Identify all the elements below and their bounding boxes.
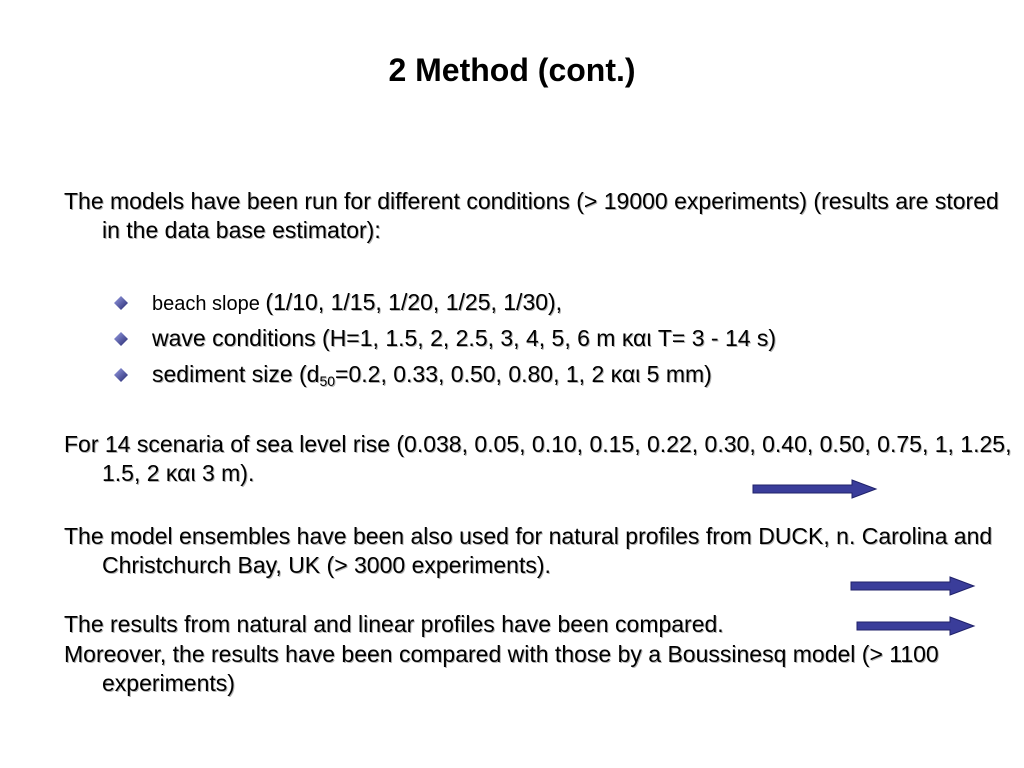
paragraph-natural-profiles: The model ensembles have been also used …: [64, 523, 993, 578]
diamond-bullet-icon: [114, 368, 128, 382]
paragraph-sea-level-rise: For 14 scenaria of sea level rise (0.038…: [64, 431, 1012, 486]
paragraph-boussinesq: Moreover, the results have been compared…: [64, 641, 939, 696]
sediment-size-values: =0.2, 0.33, 0.50, 0.80, 1, 2 και 5 mm): [335, 361, 712, 387]
paragraph-comparison: The results from natural and linear prof…: [64, 611, 724, 637]
diamond-bullet-icon: [114, 332, 128, 346]
sediment-size-prefix: sediment size (d: [152, 361, 320, 387]
bullet-beach-slope-values: (1/10, 1/15, 1/20, 1/25, 1/30),: [265, 289, 563, 315]
slide-title: 2 Method (cont.): [388, 52, 636, 88]
paragraph-conditions: The models have been run for different c…: [64, 188, 999, 243]
right-arrow-icon: [850, 576, 976, 596]
right-arrow-icon: [856, 616, 976, 636]
right-arrow-icon: [752, 479, 878, 499]
sediment-size-subscript: 50: [319, 373, 336, 389]
bullet-beach-slope-label: beach slope: [152, 293, 266, 315]
bullet-wave-conditions-text: wave conditions (H=1, 1.5, 2, 2.5, 3, 4,…: [152, 325, 777, 351]
diamond-bullet-icon: [114, 296, 128, 310]
